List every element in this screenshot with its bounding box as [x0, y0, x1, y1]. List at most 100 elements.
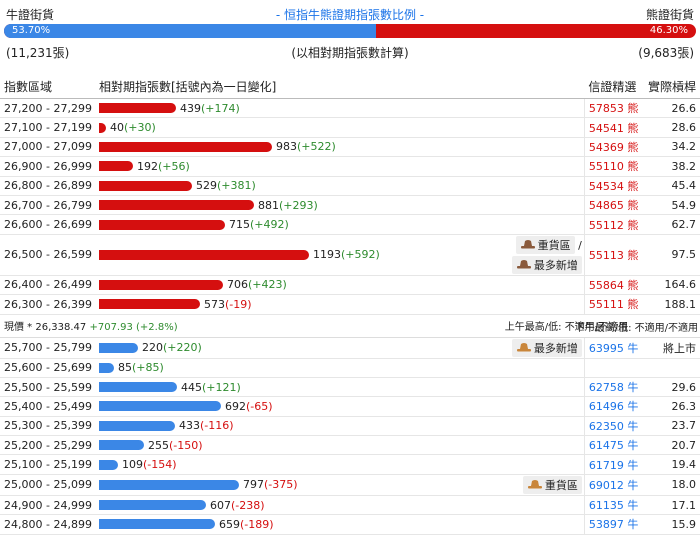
- bull-row: 25,200 - 25,299 255 (-150) 61475 牛 20.7: [0, 435, 700, 456]
- cbbc-code-link[interactable]: 54369 熊: [583, 137, 641, 158]
- cbbc-code-link[interactable]: 62350 牛: [583, 416, 641, 437]
- leverage-value: 45.4: [640, 176, 700, 196]
- bull-ratio-fill: [4, 24, 376, 38]
- cbbc-code-link: [583, 358, 641, 378]
- contracts-count: 220: [141, 341, 163, 355]
- contracts-count: 715: [228, 218, 250, 232]
- cbbc-code-link[interactable]: 61496 牛: [583, 396, 641, 417]
- contracts-count: 659: [218, 517, 240, 531]
- cbbc-code-link[interactable]: 54541 熊: [583, 117, 641, 138]
- contracts-cell: 433 (-116): [94, 416, 492, 437]
- bull-row: 25,400 - 25,499 692 (-65) 61496 牛 26.3: [0, 396, 700, 417]
- pm-high-low-text: 下午最高/低: 不適用/不適用: [574, 322, 698, 334]
- col-header-cbbc: 信證精選: [584, 74, 641, 99]
- bear-row: 26,300 - 26,399 573 (-19) 55111 熊 188.1: [0, 294, 700, 315]
- bear-rows: 27,200 - 27,299 439 (+174) 57853 熊 26.6 27,10…: [0, 98, 700, 315]
- bull-row: 25,700 - 25,799 220 (+220) 最多新增 63995 牛將上市: [0, 337, 700, 359]
- contracts-count: 439: [179, 101, 201, 115]
- contracts-count: 433: [178, 419, 200, 433]
- leverage-value: 97.5: [640, 234, 700, 276]
- am-high-low: 上午最高/低: 不適用/不適用: [491, 314, 641, 338]
- contracts-cell: 692 (-65): [94, 396, 492, 417]
- col-header-leverage: 實際槓桿: [640, 74, 700, 99]
- contracts-count: 983: [275, 140, 297, 154]
- page-title: - 恒指牛熊證期指張數比例 -: [275, 8, 425, 22]
- daily-change: (+492): [249, 218, 289, 232]
- cbbc-code-link[interactable]: 55113 熊: [583, 234, 641, 276]
- index-range: 27,100 - 27,199: [0, 117, 95, 138]
- daily-change: (+85): [131, 361, 164, 375]
- contracts-count: 85: [117, 361, 132, 375]
- leverage-value: 26.6: [640, 98, 700, 119]
- cbbc-code-link[interactable]: 61475 牛: [583, 435, 641, 456]
- contracts-count: 529: [195, 179, 217, 193]
- cbbc-code-link[interactable]: 54865 熊: [583, 195, 641, 216]
- leverage-value: 29.6: [640, 377, 700, 398]
- tags-cell: [491, 137, 585, 158]
- bear-row: 26,600 - 26,699 715 (+492) 55112 熊 62.7: [0, 214, 700, 235]
- tags-cell: [491, 377, 585, 398]
- contracts-count: 40: [109, 121, 124, 135]
- contracts-count: 1193: [312, 248, 341, 262]
- index-range: 27,000 - 27,099: [0, 137, 95, 158]
- cbbc-code-link[interactable]: 55112 熊: [583, 214, 641, 235]
- index-range: 26,300 - 26,399: [0, 294, 95, 315]
- daily-change: (-189): [239, 517, 274, 531]
- calc-note: (以相對期指張數計算): [291, 46, 409, 60]
- cbbc-code-link[interactable]: 69012 牛: [583, 474, 641, 496]
- cbbc-code-link[interactable]: 55111 熊: [583, 294, 641, 315]
- index-range: 25,600 - 25,699: [0, 358, 95, 378]
- current-price-change: +707.93 (+2.8%): [89, 322, 178, 334]
- bull-row: 25,500 - 25,599 445 (+121) 62758 牛 29.6: [0, 377, 700, 398]
- cbbc-code-link[interactable]: 61135 牛: [583, 495, 641, 516]
- index-range: 25,200 - 25,299: [0, 435, 95, 456]
- contracts-cell: 192 (+56): [94, 156, 492, 177]
- cbbc-code-link[interactable]: 57853 熊: [583, 98, 641, 119]
- cbbc-code-link[interactable]: 55864 熊: [583, 275, 641, 296]
- cbbc-code-link[interactable]: 62758 牛: [583, 377, 641, 398]
- tags-cell: [491, 214, 585, 235]
- index-range: 24,800 - 24,899: [0, 514, 95, 535]
- bull-row: 24,800 - 24,899 659 (-189) 53897 牛 15.9: [0, 514, 700, 535]
- bull-contracts-bar: [98, 362, 114, 373]
- bull-contracts-bar: [98, 401, 221, 412]
- contracts-count: 797: [242, 478, 264, 492]
- daily-change: (+381): [216, 179, 256, 193]
- contracts-cell: 445 (+121): [94, 377, 492, 398]
- cbbc-code-link[interactable]: 63995 牛: [583, 337, 641, 359]
- tags-cell: 最多新增: [491, 337, 585, 359]
- tags-cell: [491, 195, 585, 216]
- contracts-count: 692: [224, 399, 246, 413]
- tags-cell: [491, 358, 585, 378]
- leverage-value: 20.7: [640, 435, 700, 456]
- contracts-count: 573: [203, 297, 225, 311]
- bear-row: 26,700 - 26,799 881 (+293) 54865 熊 54.9: [0, 195, 700, 216]
- tags-cell: [491, 396, 585, 417]
- heavy-zone-tag: 重貨區: [522, 475, 582, 494]
- bear-contracts-bar: [98, 141, 272, 152]
- contracts-cell: 715 (+492): [94, 214, 492, 235]
- bull-row: 25,600 - 25,699 85 (+85): [0, 358, 700, 378]
- cbbc-code-link[interactable]: 61719 牛: [583, 454, 641, 475]
- leverage-value: 17.1: [640, 495, 700, 516]
- tags-cell: [491, 117, 585, 138]
- most-added-tag: 最多新增: [511, 338, 582, 357]
- heavy-zone-tag: 重貨區: [515, 235, 575, 254]
- contracts-cell: 439 (+174): [94, 98, 492, 119]
- tags-cell: [491, 416, 585, 437]
- bear-contracts-bar: [98, 219, 225, 230]
- daily-change: (-65): [245, 399, 273, 413]
- bear-row: 26,500 - 26,599 1193 (+592) 重貨區 / 最多新增 55113 …: [0, 234, 700, 276]
- contracts-cell: 881 (+293): [94, 195, 492, 216]
- hat-icon: [516, 259, 531, 269]
- cbbc-code-link[interactable]: 54534 熊: [583, 176, 641, 196]
- contracts-cell: 573 (-19): [94, 294, 492, 315]
- bull-street-label: 牛證街貨: [6, 8, 55, 22]
- index-range: 25,500 - 25,599: [0, 377, 95, 398]
- cbbc-code-link[interactable]: 55110 熊: [583, 156, 641, 177]
- contracts-cell: 983 (+522): [94, 137, 492, 158]
- index-range: 25,700 - 25,799: [0, 337, 95, 359]
- daily-change: (+56): [157, 159, 190, 173]
- cbbc-code-link[interactable]: 53897 牛: [583, 514, 641, 535]
- contracts-count: 706: [226, 278, 248, 292]
